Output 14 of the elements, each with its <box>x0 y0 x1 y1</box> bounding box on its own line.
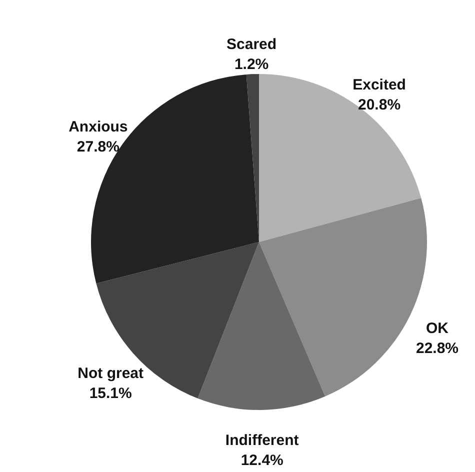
slice-label: Anxious <box>68 118 128 136</box>
data-label: 12.4% <box>240 452 284 469</box>
data-label: 27.8% <box>76 138 120 156</box>
data-label: 15.1% <box>89 385 132 402</box>
slice-label: Indifferent <box>225 432 299 449</box>
pie-slice <box>259 74 422 242</box>
data-label: 1.2% <box>234 56 269 74</box>
data-label: 22.8% <box>416 340 459 358</box>
slice-label: Scared <box>226 36 277 54</box>
slice-label: Excited <box>352 76 406 94</box>
slice-label: OK <box>426 320 449 338</box>
slice-label: Not great <box>78 365 144 382</box>
pie-slice <box>198 242 326 410</box>
data-label: 20.8% <box>358 96 401 114</box>
